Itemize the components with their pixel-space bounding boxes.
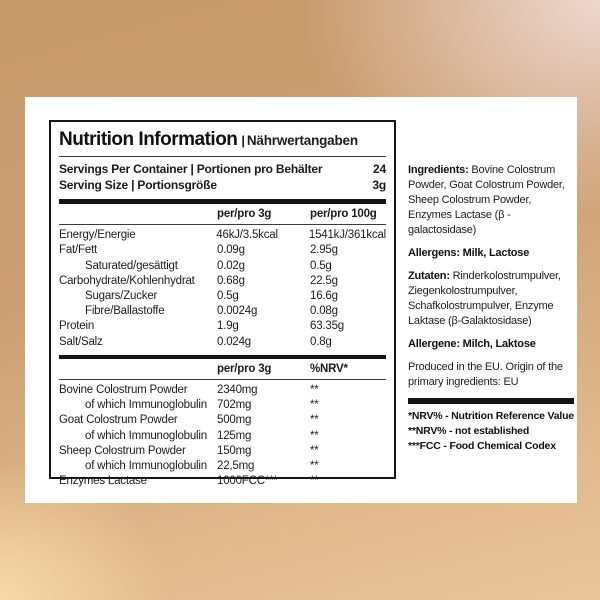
servings-per-container-row: Servings Per Container | Portionen pro B… [59, 161, 386, 177]
footnote-fcc: ***FCC - Food Chemical Codex [408, 440, 556, 452]
ingredients-text: Bovine Colostrum Powder, Goat Colostrum … [408, 164, 565, 236]
zutaten-text: Rinderkolostrumpulver, Ziegenkolostrumpu… [408, 270, 561, 327]
table-row-fibre: Fibre/Ballastoffe 0.0024g 0.08g [85, 305, 338, 318]
table-row-carbohydrate: Carbohydrate/Kohlenhydrat 0.68g 22.5g [59, 274, 338, 287]
table-row-fat: Fat/Fett 0.09g 2.95g [59, 244, 338, 257]
footnotes-block: *NRV% - Nutrition Reference Value **NRV%… [408, 409, 574, 454]
ingredients-column: Ingredients: Bovine Colostrum Powder, Go… [408, 163, 574, 454]
footnote-not-established: **NRV% - not established [408, 425, 530, 437]
col-header-per-3g: per/pro 3g [217, 208, 272, 220]
table-row-energy: Energy/Energie 46kJ/3.5kcal 1541kJ/361kc… [59, 229, 386, 242]
servings-block: Servings Per Container | Portionen pro B… [59, 157, 386, 196]
ingredients-paragraph: Ingredients: Bovine Colostrum Powder, Go… [408, 163, 574, 238]
table-row-sugars: Sugars/Zucker 0.5g 16.6g [85, 290, 338, 303]
table-row-protein: Protein 1.9g 63.35g [59, 320, 344, 333]
panel-title-en: Nutrition Information [59, 129, 238, 150]
allergene-paragraph: Allergene: Milch, Laktose [408, 337, 574, 352]
col-header-per-100g: per/pro 100g [310, 208, 377, 220]
table-row-salt: Salt/Salz 0.024g 0.8g [59, 335, 332, 348]
table-row-bovine-immunoglobulin: of which Immunoglobulin 702mg ** [85, 399, 319, 412]
footnote-nrv: *NRV% - Nutrition Reference Value [408, 410, 574, 422]
origin-paragraph: Produced in the EU. Origin of the primar… [408, 361, 563, 388]
allergene-text: Milch, Laktose [459, 338, 536, 350]
table-row-saturated: Saturated/gesättigt 0.02g 0.5g [85, 259, 332, 272]
nutrition-panel: Nutrition Information | Nährwertangaben Se… [49, 120, 396, 487]
col-header-per-3g-2: per/pro 3g [217, 362, 272, 375]
table-row-enzymes-lactase: Enzymes Lactase 1000FCC*** ** [59, 475, 319, 488]
ingredients-label: Ingredients: [408, 164, 469, 176]
table-row-goat-immunoglobulin: of which Immunoglobulin 125mg ** [85, 429, 319, 442]
nutrients-table: per/pro 3g per/pro 100g Energy/Energie 4… [59, 204, 386, 353]
allergene-label: Allergene: [408, 338, 460, 350]
panel-title: Nutrition Information | Nährwertangaben [59, 122, 386, 157]
zutaten-paragraph: Zutaten: Rinderkolostrumpulver, Ziegenko… [408, 269, 574, 329]
thick-divider-2 [59, 354, 386, 359]
table-row-sheep-immunoglobulin: of which Immunoglobulin 22,5mg ** [85, 460, 319, 473]
allergens-paragraph: Allergens: Milk, Lactose [408, 246, 574, 261]
serving-size-label: Serving Size | Portionsgröße [59, 178, 217, 192]
servings-per-container-value: 24 [373, 162, 386, 176]
actives-header-row: per/pro 3g %NRV* [59, 359, 386, 381]
panel-title-separator: | [241, 133, 245, 148]
serving-size-value: 3g [372, 178, 386, 192]
thick-divider-1 [59, 199, 386, 204]
actives-table: per/pro 3g %NRV* Bovine Colostrum Powder… [59, 359, 386, 492]
nutrients-header-row: per/pro 3g per/pro 100g [59, 204, 386, 226]
table-row-bovine-colostrum: Bovine Colostrum Powder 2340mg ** [59, 384, 319, 397]
footnotes-divider [408, 398, 574, 404]
label-card: Nutrition Information | Nährwertangaben Se… [25, 97, 577, 503]
serving-size-row: Serving Size | Portionsgröße 3g [59, 177, 386, 193]
panel-title-de: Nährwertangaben [246, 133, 358, 148]
table-row-sheep-colostrum: Sheep Colostrum Powder 150mg ** [59, 444, 319, 457]
col-header-nrv: %NRV* [310, 362, 348, 375]
allergens-label: Allergens: [408, 247, 460, 259]
servings-per-container-label: Servings Per Container | Portionen pro B… [59, 162, 323, 176]
table-row-goat-colostrum: Goat Colostrum Powder 500mg ** [59, 414, 319, 427]
zutaten-label: Zutaten: [408, 270, 450, 282]
allergens-text: Milk, Lactose [459, 247, 530, 259]
